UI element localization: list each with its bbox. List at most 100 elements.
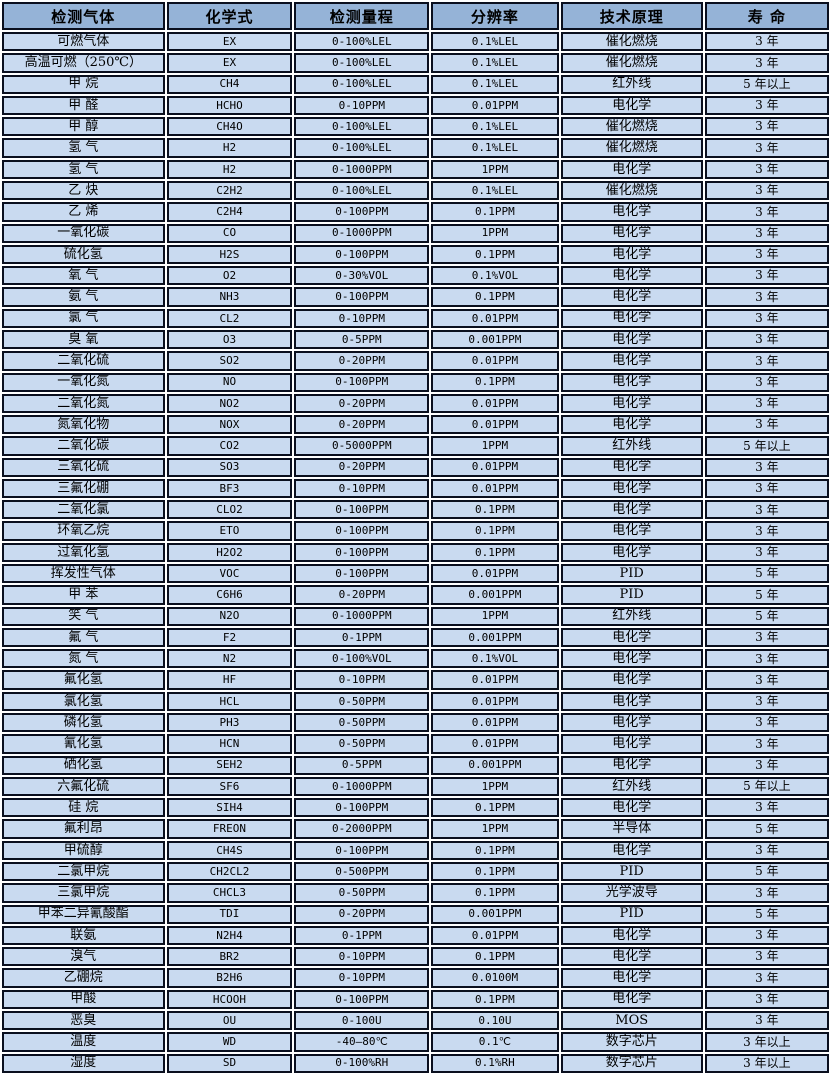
table-row: 氰化氢 HCN 0-50PPM 0.01PPM 电化学 3 年 — [2, 734, 829, 754]
cell-principle: 催化燃烧 — [560, 53, 703, 73]
cell-resolution: 0.01PPM — [431, 308, 559, 328]
cell-lifespan: 3 年 — [704, 457, 829, 477]
cell-gas: 环氧乙烷 — [2, 521, 165, 541]
cell-resolution: 0.01PPM — [431, 925, 559, 946]
cell-principle: 电化学 — [560, 308, 703, 328]
cell-gas: 二氧化碳 — [2, 436, 165, 456]
table-row: 高温可燃（250℃） EX 0-100%LEL 0.1%LEL 催化燃烧 3 年 — [2, 53, 829, 73]
cell-range: 0-100%LEL — [294, 74, 430, 94]
cell-lifespan: 3 年 — [704, 180, 829, 201]
cell-gas: 湿度 — [2, 1053, 165, 1073]
cell-formula: C6H6 — [166, 585, 293, 605]
cell-formula: N2H4 — [166, 925, 293, 946]
cell-range: 0-20PPM — [294, 351, 430, 371]
table-row: 六氟化硫 SF6 0-1000PPM 1PPM 红外线 5 年以上 — [2, 776, 829, 797]
cell-gas: 联氨 — [2, 925, 165, 946]
cell-lifespan: 5 年 — [704, 819, 829, 839]
cell-range: 0-50PPM — [294, 883, 430, 903]
cell-gas: 氯化氢 — [2, 691, 165, 711]
cell-formula: H2 — [166, 159, 293, 179]
cell-lifespan: 3 年 — [704, 266, 829, 286]
cell-gas: 氨 气 — [2, 287, 165, 307]
table-row: 二氧化硫 SO2 0-20PPM 0.01PPM 电化学 3 年 — [2, 351, 829, 371]
cell-lifespan: 5 年 — [704, 904, 829, 924]
cell-lifespan: 3 年 — [704, 925, 829, 946]
cell-gas: 挥发性气体 — [2, 564, 165, 584]
table-row: 甲 醇 CH4O 0-100%LEL 0.1%LEL 催化燃烧 3 年 — [2, 117, 829, 137]
cell-gas: 氮氧化物 — [2, 415, 165, 435]
cell-gas: 氟化氢 — [2, 670, 165, 690]
cell-range: 0-5000PPM — [294, 436, 430, 456]
cell-resolution: 0.1PPM — [431, 542, 559, 563]
cell-formula: H2O2 — [166, 542, 293, 563]
cell-principle: 电化学 — [560, 734, 703, 754]
cell-formula: SEH2 — [166, 755, 293, 775]
cell-formula: SO3 — [166, 457, 293, 477]
cell-principle: 催化燃烧 — [560, 180, 703, 201]
cell-formula: TDI — [166, 904, 293, 924]
cell-formula: SD — [166, 1053, 293, 1073]
cell-resolution: 0.01PPM — [431, 670, 559, 690]
header-row: 检测气体 化学式 检测量程 分辨率 技术原理 寿 命 — [2, 2, 829, 30]
cell-lifespan: 3 年 — [704, 159, 829, 179]
cell-range: 0-1000PPM — [294, 606, 430, 626]
cell-principle: PID — [560, 861, 703, 882]
cell-range: 0-100PPM — [294, 798, 430, 818]
table-row: 温度 WD -40—80℃ 0.1℃ 数字芯片 3 年以上 — [2, 1032, 829, 1052]
cell-resolution: 1PPM — [431, 223, 559, 243]
cell-formula: SF6 — [166, 776, 293, 797]
cell-formula: BF3 — [166, 478, 293, 499]
cell-principle: PID — [560, 585, 703, 605]
cell-lifespan: 3 年 — [704, 500, 829, 520]
cell-range: 0-10PPM — [294, 968, 430, 988]
cell-range: 0-100%LEL — [294, 32, 430, 52]
cell-range: 0-5PPM — [294, 329, 430, 350]
cell-resolution: 0.10U — [431, 1010, 559, 1031]
cell-gas: 甲 苯 — [2, 585, 165, 605]
cell-lifespan: 3 年 — [704, 351, 829, 371]
cell-lifespan: 3 年 — [704, 521, 829, 541]
cell-range: 0-20PPM — [294, 415, 430, 435]
cell-range: -40—80℃ — [294, 1032, 430, 1052]
cell-principle: 电化学 — [560, 989, 703, 1009]
cell-range: 0-500PPM — [294, 861, 430, 882]
cell-principle: 电化学 — [560, 840, 703, 860]
cell-range: 0-100%LEL — [294, 117, 430, 137]
cell-resolution: 0.01PPM — [431, 734, 559, 754]
cell-formula: WD — [166, 1032, 293, 1052]
cell-lifespan: 3 年 — [704, 287, 829, 307]
table-row: 乙硼烷 B2H6 0-10PPM 0.0100M 电化学 3 年 — [2, 968, 829, 988]
cell-formula: CL2 — [166, 308, 293, 328]
col-header-range: 检测量程 — [294, 2, 430, 30]
cell-principle: 红外线 — [560, 436, 703, 456]
cell-resolution: 1PPM — [431, 159, 559, 179]
col-header-formula: 化学式 — [166, 2, 293, 30]
cell-lifespan: 3 年 — [704, 138, 829, 158]
cell-formula: CH4 — [166, 74, 293, 94]
cell-gas: 二氧化硫 — [2, 351, 165, 371]
cell-principle: 电化学 — [560, 159, 703, 179]
cell-principle: 电化学 — [560, 755, 703, 775]
cell-gas: 二氧化氯 — [2, 500, 165, 520]
table-row: 二氧化氮 NO2 0-20PPM 0.01PPM 电化学 3 年 — [2, 393, 829, 414]
cell-range: 0-1PPM — [294, 925, 430, 946]
cell-gas: 甲酸 — [2, 989, 165, 1009]
cell-lifespan: 3 年 — [704, 883, 829, 903]
cell-formula: EX — [166, 32, 293, 52]
cell-gas: 六氟化硫 — [2, 776, 165, 797]
cell-resolution: 0.001PPM — [431, 585, 559, 605]
cell-formula: B2H6 — [166, 968, 293, 988]
cell-principle: 电化学 — [560, 968, 703, 988]
cell-formula: CH2CL2 — [166, 861, 293, 882]
cell-range: 0-10PPM — [294, 947, 430, 967]
cell-resolution: 0.1℃ — [431, 1032, 559, 1052]
cell-range: 0-100%LEL — [294, 180, 430, 201]
cell-principle: 电化学 — [560, 244, 703, 265]
table-row: 氢 气 H2 0-100%LEL 0.1%LEL 催化燃烧 3 年 — [2, 138, 829, 158]
cell-gas: 氮 气 — [2, 649, 165, 669]
cell-principle: 数字芯片 — [560, 1053, 703, 1073]
cell-principle: 红外线 — [560, 74, 703, 94]
cell-resolution: 1PPM — [431, 819, 559, 839]
cell-lifespan: 5 年 — [704, 606, 829, 626]
cell-resolution: 1PPM — [431, 606, 559, 626]
